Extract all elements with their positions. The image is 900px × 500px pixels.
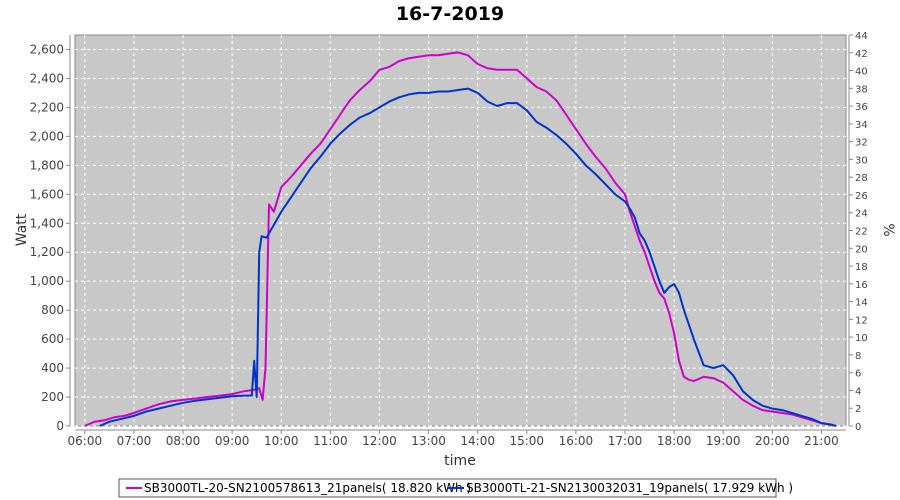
x-tick-label: 21:00 [804, 434, 839, 448]
y-tick-label: 2,600 [30, 42, 64, 56]
legend: SB3000TL-20-SN2100578613_21panels( 18.82… [118, 478, 793, 498]
y-tick-label: 800 [41, 303, 64, 317]
x-tick-label: 14:00 [460, 434, 495, 448]
y-tick-label: 400 [41, 361, 64, 375]
y2-axis-label: % [880, 223, 896, 236]
y2-tick-label: 22 [855, 227, 868, 238]
y-tick-label: 1,800 [30, 158, 64, 172]
grid [75, 35, 846, 427]
series-line-2 [99, 87, 837, 427]
y2-tick-label: 38 [855, 84, 868, 95]
y-tick-label: 200 [41, 390, 64, 404]
y2-tick-label: 2 [855, 404, 861, 415]
y2-tick-label: 44 [855, 31, 868, 42]
series-line-1 [84, 51, 835, 427]
x-tick-label: 06:00 [68, 434, 103, 448]
y2-tick-label: 18 [855, 262, 868, 273]
y2-tick-label: 6 [855, 369, 861, 380]
axes: 02004006008001,0001,2001,4001,6001,8002,… [30, 31, 868, 448]
y-tick-label: 1,200 [30, 245, 64, 259]
x-tick-label: 19:00 [706, 434, 741, 448]
y-tick-label: 2,400 [30, 71, 64, 85]
y2-tick-label: 40 [855, 67, 868, 78]
x-tick-label: 07:00 [117, 434, 152, 448]
legend-box [118, 478, 777, 498]
y2-tick-label: 12 [855, 315, 868, 326]
chart-title: 16-7-2019 [396, 3, 504, 25]
x-tick-label: 08:00 [166, 434, 201, 448]
y-tick-label: 1,600 [30, 187, 64, 201]
y2-tick-label: 42 [855, 49, 868, 60]
x-tick-label: 13:00 [411, 434, 446, 448]
y-tick-label: 1,000 [30, 274, 64, 288]
x-tick-label: 20:00 [755, 434, 790, 448]
x-tick-label: 15:00 [509, 434, 544, 448]
y2-tick-label: 10 [855, 333, 868, 344]
y2-tick-label: 28 [855, 173, 868, 184]
y2-tick-label: 30 [855, 155, 868, 166]
legend-label-2: SB3000TL-21-SN2130032031_19panels( 17.92… [466, 481, 793, 495]
y2-tick-label: 32 [855, 138, 868, 149]
x-tick-label: 18:00 [657, 434, 692, 448]
x-tick-label: 11:00 [313, 434, 348, 448]
y2-tick-label: 4 [855, 386, 861, 397]
legend-label-1: SB3000TL-20-SN2100578613_21panels( 18.82… [144, 481, 471, 495]
x-tick-label: 10:00 [264, 434, 299, 448]
y2-tick-label: 8 [855, 351, 861, 362]
y2-tick-label: 20 [855, 244, 868, 255]
y-tick-label: 2,200 [30, 100, 64, 114]
series-layer [84, 51, 837, 427]
y2-tick-label: 34 [855, 120, 868, 131]
plot-area [74, 34, 847, 427]
x-tick-label: 16:00 [559, 434, 594, 448]
y-tick-label: 0 [56, 419, 64, 433]
x-axis-label: time [444, 453, 476, 469]
x-tick-label: 09:00 [215, 434, 250, 448]
x-tick-label: 17:00 [608, 434, 643, 448]
y2-tick-label: 24 [855, 209, 868, 220]
y-tick-label: 600 [41, 332, 64, 346]
y2-tick-label: 0 [855, 422, 861, 433]
y2-tick-label: 14 [855, 298, 868, 309]
y2-tick-label: 16 [855, 280, 868, 291]
x-tick-label: 12:00 [362, 434, 397, 448]
y-tick-label: 1,400 [30, 216, 64, 230]
y-tick-label: 2,000 [30, 129, 64, 143]
y2-tick-label: 26 [855, 191, 868, 202]
y-axis-label: Watt [14, 213, 30, 246]
y2-tick-label: 36 [855, 102, 868, 113]
